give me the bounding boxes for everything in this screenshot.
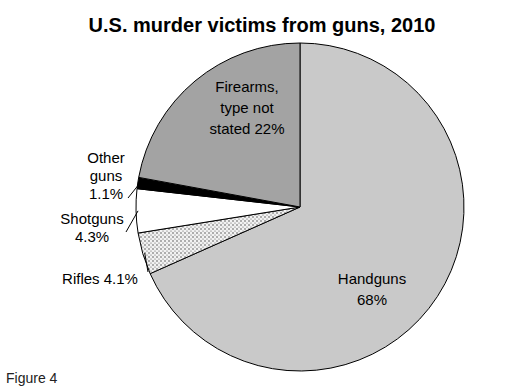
leader-line	[126, 211, 138, 232]
title: U.S. murder victims from guns, 2010	[89, 14, 436, 36]
value-label: 4.1%	[104, 270, 138, 287]
leader-line	[145, 253, 148, 272]
leader-line	[128, 183, 140, 198]
category-label: Handguns	[338, 270, 406, 287]
value-label: 4.3%	[75, 228, 109, 245]
category-label: type not	[220, 99, 274, 116]
chart-container: U.S. murder victims from guns, 2010 Figur…	[0, 0, 505, 390]
category-label: Firearms,	[215, 78, 278, 95]
value-label: 68%	[357, 291, 387, 308]
caption: Figure 4	[6, 370, 58, 386]
category-label: Other	[87, 149, 125, 166]
slice-label: Handguns 68%	[338, 270, 406, 308]
value-label: 1.1%	[89, 185, 123, 202]
category-label: guns	[90, 167, 123, 184]
labels: Handguns 68% Rifles 4.1% Shotguns4.3% Otherg…	[60, 78, 406, 308]
category-label: Shotguns	[60, 210, 123, 227]
slice-label: Shotguns4.3%	[60, 210, 123, 245]
slice-label: Rifles 4.1%	[62, 270, 138, 287]
category-label: stated	[209, 120, 254, 137]
value-label: 22%	[255, 120, 285, 137]
slices	[136, 43, 464, 371]
background	[0, 0, 505, 390]
slice-label: Otherguns1.1%	[87, 149, 125, 202]
category-label: Rifles	[62, 270, 104, 287]
slice-label: Firearms, type not stated 22%	[209, 78, 284, 137]
slice	[139, 43, 300, 207]
chart-svg: U.S. murder victims from guns, 2010 Figur…	[0, 0, 505, 390]
